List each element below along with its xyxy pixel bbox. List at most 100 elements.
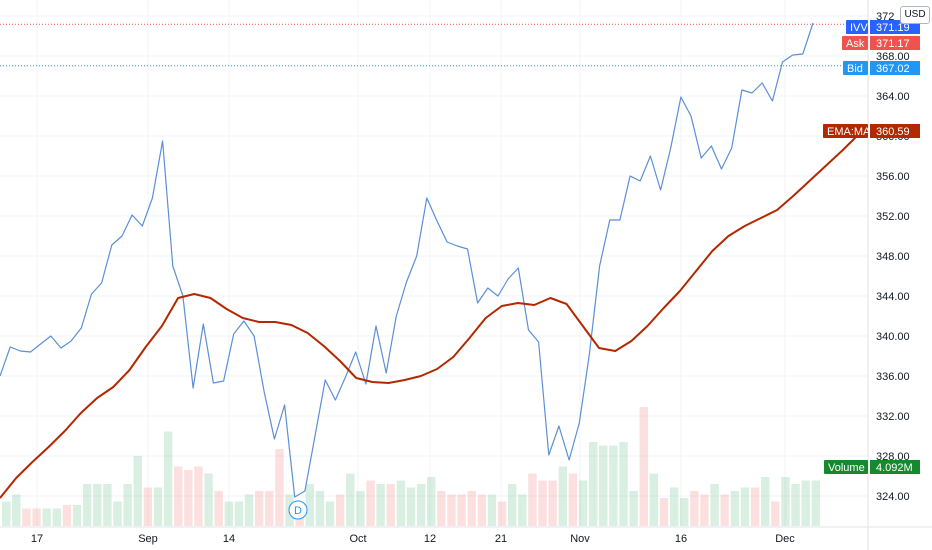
volume-bar: [599, 445, 608, 526]
y-tick-label: 352.00: [876, 211, 910, 223]
volume-bar: [32, 508, 41, 526]
x-tick-label: 21: [495, 533, 507, 545]
volume-bar: [2, 501, 11, 526]
x-tick-label: Nov: [570, 533, 590, 545]
price-tags: IVV 371.19 Ask 371.17 Bid 367.02 EMA:MA 360.59 V…: [823, 20, 920, 474]
volume-bar: [791, 484, 800, 526]
volume-bar: [335, 494, 345, 526]
volume-bar: [558, 466, 567, 526]
volume-bar: [396, 480, 406, 526]
volume-bar: [578, 480, 588, 526]
y-tick-label: 324.00: [876, 491, 910, 503]
y-tick-label: 348.00: [876, 251, 910, 263]
ema-tag-value: 360.59: [876, 126, 910, 138]
y-tick-label: 344.00: [876, 291, 910, 303]
volume-tag-value-bg: [870, 460, 920, 474]
volume-bar: [133, 456, 142, 526]
y-tick-label: 340.00: [876, 331, 910, 343]
volume-bar: [801, 480, 810, 526]
volume-bar: [103, 484, 112, 526]
volume-tag: Volume 4.092M: [824, 460, 920, 474]
volume-bar: [416, 484, 426, 526]
volume-bar: [356, 491, 365, 526]
volume-bar: [437, 491, 446, 526]
volume-bar: [12, 494, 21, 526]
volume-bar: [761, 477, 770, 526]
volume-tag-label: Volume: [828, 462, 865, 474]
volume-bar: [406, 487, 416, 526]
ask-tag-label: Ask: [846, 38, 865, 50]
x-tick-label: 17: [31, 533, 43, 545]
series-lines: [0, 22, 859, 499]
time-axis[interactable]: 17 Sep 14 Oct 12 21 Nov 16 Dec: [0, 526, 932, 545]
volume-bar: [234, 501, 244, 526]
volume-bar: [497, 501, 507, 526]
volume-bar: [811, 480, 820, 526]
x-tick-label: Sep: [138, 533, 158, 545]
volume-bar: [629, 491, 638, 526]
ivv-price-line: [0, 22, 814, 498]
volume-bar: [771, 501, 780, 526]
volume-bar: [690, 491, 699, 526]
volume-bar: [619, 442, 628, 526]
volume-bar: [163, 431, 173, 526]
volume-bar: [93, 484, 102, 526]
ask-tag: Ask 371.17: [842, 36, 920, 50]
bid-tag-value: 367.02: [876, 63, 910, 75]
currency-button[interactable]: USD: [900, 6, 930, 24]
volume-bar: [194, 466, 203, 526]
price-axis[interactable]: 324.00328.00332.00336.00340.00344.00348.…: [876, 11, 910, 503]
ivv-tag-value: 371.19: [876, 22, 910, 34]
ivv-tag-label-bg: [846, 20, 868, 34]
volume-bar: [568, 473, 578, 526]
volume-bar: [750, 487, 760, 526]
volume-bar: [275, 449, 284, 526]
x-tick-label: 16: [675, 533, 687, 545]
x-tick-label: 12: [424, 533, 436, 545]
volume-bar: [720, 494, 729, 526]
ema-line: [0, 134, 859, 499]
volume-bar: [508, 484, 517, 526]
volume-bar: [487, 494, 497, 526]
bid-tag: Bid 367.02: [843, 61, 920, 75]
volume-bar: [62, 505, 72, 526]
volume-bar: [528, 473, 537, 526]
volume-tag-label-bg: [824, 460, 868, 474]
volume-bar: [315, 491, 325, 526]
volume-bar: [224, 501, 234, 526]
volume-bar: [538, 480, 547, 526]
volume-bar: [265, 491, 274, 526]
ema-tag-label: EMA:MA: [827, 126, 871, 138]
volume-bar: [366, 480, 375, 526]
volume-bar: [548, 480, 557, 526]
volume-bar: [184, 470, 193, 526]
ivv-tag-label: IVV: [850, 22, 868, 34]
volume-bar: [710, 484, 719, 526]
volume-bar: [214, 491, 223, 526]
y-tick-label: 336.00: [876, 371, 910, 383]
volume-bar: [649, 473, 659, 526]
bid-tag-label: Bid: [847, 63, 863, 75]
volume-bar: [740, 487, 750, 526]
volume-bar: [346, 473, 355, 526]
x-tick-label: 14: [223, 533, 235, 545]
dividend-label: D: [294, 505, 302, 517]
volume-bar: [730, 491, 740, 526]
dividend-marker[interactable]: D: [288, 500, 308, 520]
ema-tag-value-bg: [870, 124, 920, 138]
volume-bar: [639, 407, 648, 526]
volume-bar: [467, 491, 476, 526]
volume-bar: [123, 484, 132, 526]
dividend-circle: [288, 500, 308, 520]
volume-bar: [82, 484, 92, 526]
volume-bar: [325, 501, 335, 526]
volume-bar: [42, 508, 51, 526]
volume-bar: [609, 445, 618, 526]
volume-bar: [255, 491, 264, 526]
volume-bar: [781, 477, 790, 526]
y-tick-label: 356.00: [876, 171, 910, 183]
volume-bar: [174, 466, 183, 526]
volume-bar: [204, 473, 213, 526]
volume-bars: [2, 407, 820, 526]
